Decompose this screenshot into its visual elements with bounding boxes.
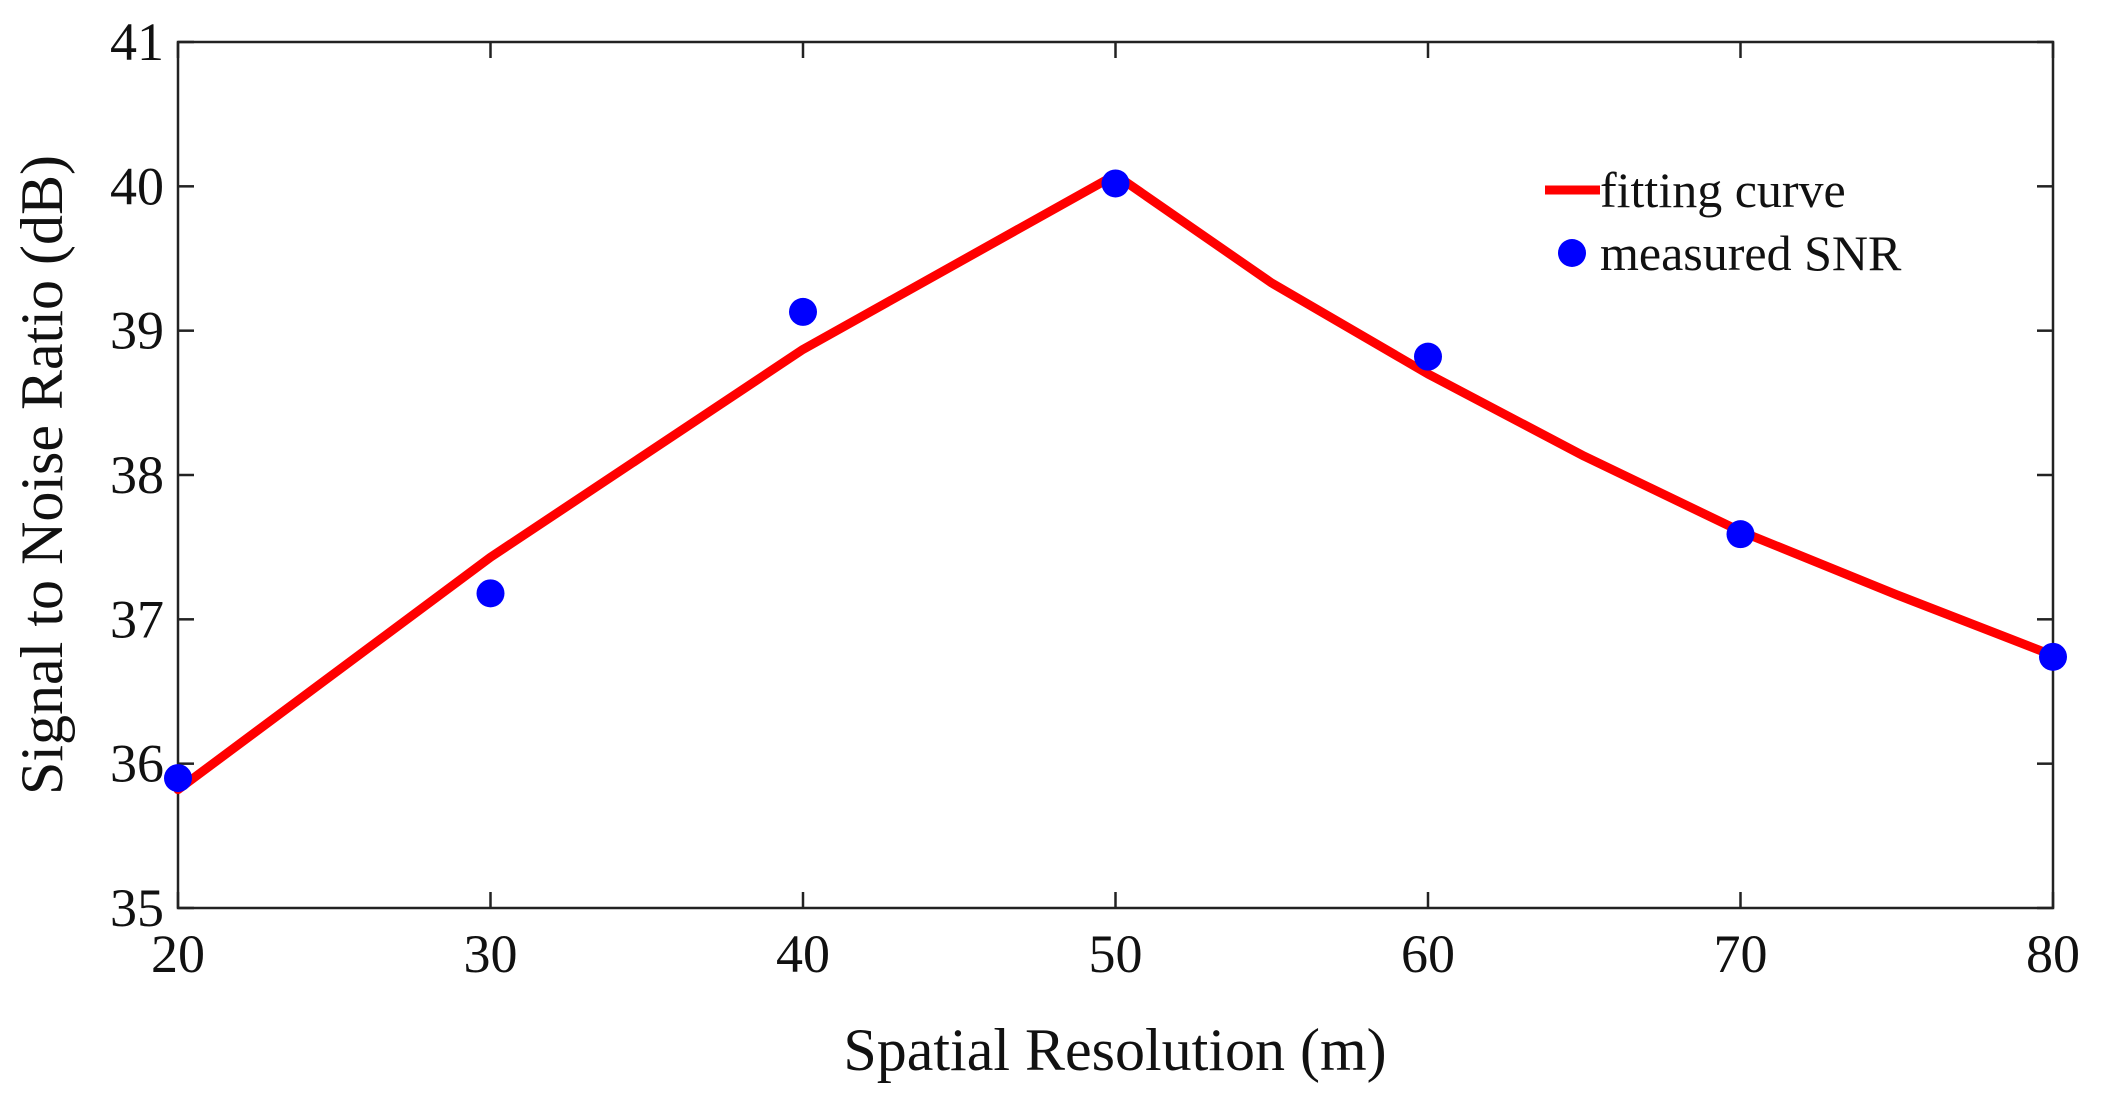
legend-fitting-curve-label: fitting curve [1600, 162, 1846, 218]
measured-snr-point [789, 297, 817, 326]
measured-snr-point [1726, 520, 1755, 549]
y-axis-ticks: 35 36 37 38 39 40 41 [110, 12, 2053, 938]
x-tick-label: 20 [151, 924, 205, 984]
x-tick-label: 50 [1089, 924, 1143, 984]
legend: fitting curve measured SNR [1545, 162, 1902, 281]
x-axis-title: Spatial Resolution (m) [843, 1017, 1386, 1083]
measured-snr-point [164, 764, 192, 793]
legend-measured-snr-marker [1558, 239, 1586, 267]
x-tick-label: 30 [464, 924, 518, 984]
measured-snr-point [1101, 169, 1130, 198]
y-tick-label: 36 [110, 734, 164, 794]
fitting-curve-line [173, 170, 2058, 795]
x-tick-label: 40 [776, 924, 830, 984]
y-tick-label: 39 [110, 301, 164, 361]
measured-snr-point [476, 579, 505, 608]
y-tick-label: 37 [110, 589, 164, 649]
measured-snr-point [1414, 342, 1442, 371]
series-layer [164, 169, 2067, 795]
x-tick-label: 80 [2026, 924, 2080, 984]
x-axis-ticks: 20 30 40 50 60 70 80 [151, 42, 2080, 984]
y-axis-title: Signal to Noise Ratio (dB) [9, 155, 75, 795]
x-tick-label: 70 [1714, 924, 1768, 984]
y-tick-label: 38 [110, 445, 164, 505]
y-tick-label: 40 [110, 156, 164, 216]
y-tick-label: 35 [110, 878, 164, 938]
y-tick-label: 41 [110, 12, 164, 72]
legend-measured-snr-label: measured SNR [1600, 225, 1902, 281]
measured-snr-point [2039, 642, 2067, 671]
x-tick-label: 60 [1401, 924, 1455, 984]
